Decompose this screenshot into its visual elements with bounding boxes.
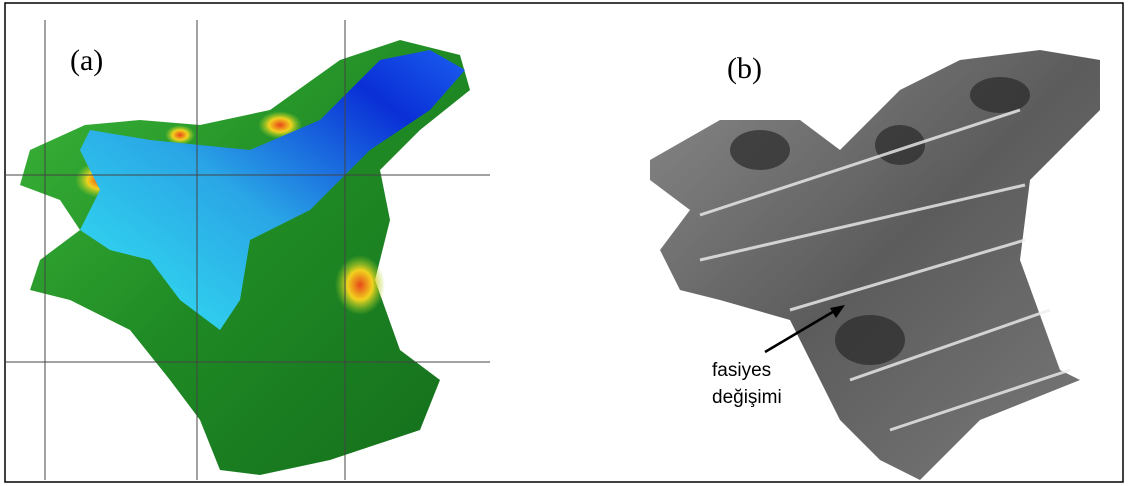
figure: (a) (b) fasiyes değişimi [0, 0, 1129, 486]
panel-label: (b) [727, 52, 762, 85]
panel-a: (a) [5, 20, 490, 480]
annotation: fasiyes [712, 360, 771, 381]
annotation: değişimi [712, 387, 782, 408]
backscatter-mosaic [650, 50, 1100, 480]
panel-b: (b) fasiyes değişimi [650, 50, 1100, 480]
high-area [335, 255, 385, 315]
panel-label: (a) [70, 44, 103, 77]
